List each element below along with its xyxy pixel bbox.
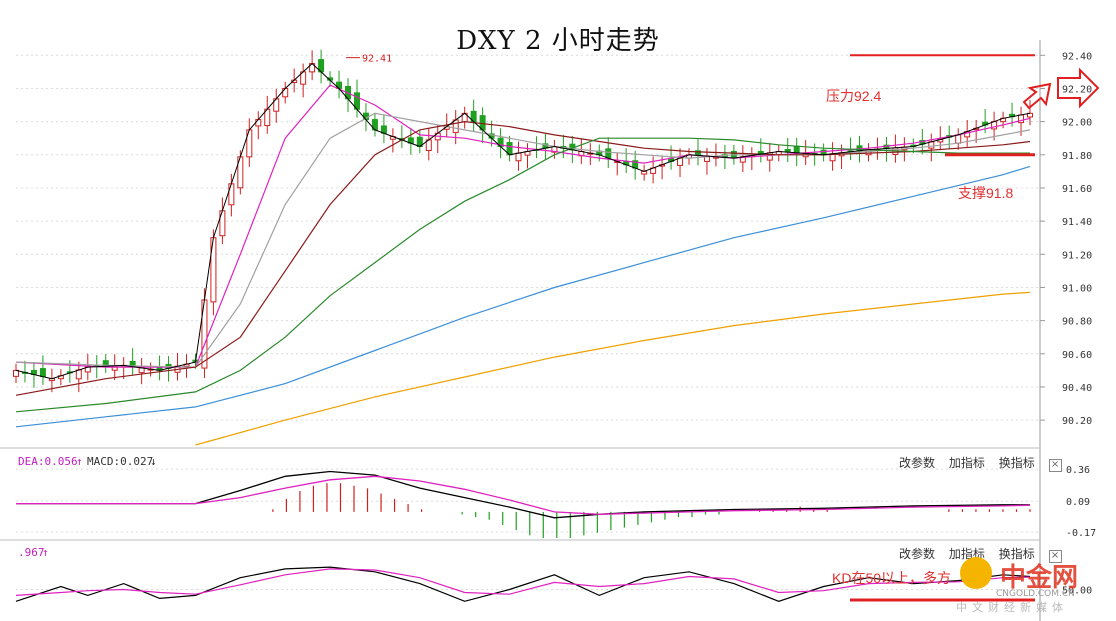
candle-body: [39, 368, 46, 378]
macd-label: MACD:0.027: [87, 455, 153, 468]
peak-label: 92.41: [362, 54, 392, 65]
macd-switch-button[interactable]: 换指标: [998, 456, 1035, 470]
y-tick-label: 90.80: [1062, 317, 1092, 328]
candle-body: [605, 148, 612, 159]
candle-body: [228, 183, 235, 206]
kd-K-line: [15, 566, 1031, 602]
macd-DEA-line: [16, 475, 1031, 515]
chart-title: DXY 2 小时走势: [456, 26, 660, 56]
candle-body: [13, 369, 19, 377]
dea-label: DEA:0.056: [18, 455, 78, 468]
y-tick-label: 92.00: [1062, 118, 1092, 129]
macd-down-icon: ↓: [150, 455, 157, 468]
y-tick-label: 92.40: [1062, 51, 1092, 62]
kd-tick-label: 50.00: [1062, 586, 1092, 597]
candle-body: [515, 152, 522, 162]
macd-close-icon[interactable]: ×: [1048, 459, 1062, 472]
kd-annotation: KD在50以上，多方: [832, 570, 952, 586]
kd-toolbar: 改参数 加指标 换指标 ×: [899, 545, 1072, 563]
kd-value-label: .967: [18, 546, 45, 559]
kd-up-icon: ↑: [42, 546, 49, 559]
cngold-logo-icon: [960, 557, 992, 589]
y-tick-label: 91.80: [1062, 151, 1092, 162]
kd-close-icon[interactable]: ×: [1048, 550, 1062, 563]
y-tick-label: 91.40: [1062, 217, 1092, 228]
macd-toolbar: 改参数 加指标 换指标 ×: [899, 454, 1072, 472]
candle-body: [282, 87, 289, 98]
watermark-slogan: 中文财经新媒体: [956, 601, 1068, 614]
candle-body: [75, 369, 82, 380]
candle-body: [255, 119, 262, 127]
candle-body: [111, 365, 118, 371]
macd-tick-label: 0.36: [1066, 465, 1090, 476]
watermark-url: CNGOLD.COM.CN: [996, 589, 1075, 599]
ma-gray-line: [15, 112, 1031, 368]
macd-tick-label: 0.09: [1066, 497, 1090, 508]
ma-brown-line: [15, 120, 1031, 396]
ma-orange-line: [195, 291, 1031, 446]
ma-pink-line: [15, 84, 1031, 368]
arrow-right-icon: [1057, 67, 1100, 109]
dea-up-icon: ↑: [76, 455, 83, 468]
candle-body: [865, 149, 872, 156]
support-annotation: 支撑91.8: [958, 185, 1014, 201]
y-tick-label: 91.60: [1062, 184, 1092, 195]
y-tick-label: 90.60: [1062, 350, 1092, 361]
y-tick-label: 91.20: [1062, 250, 1092, 261]
y-tick-label: 90.20: [1062, 416, 1092, 427]
y-tick-label: 91.00: [1062, 283, 1092, 294]
candle-body: [955, 134, 962, 144]
close-line: [15, 62, 1031, 380]
macd-DIF-line: [16, 470, 1030, 519]
macd-add-button[interactable]: 加指标: [948, 456, 985, 470]
ma-green-line: [15, 137, 1030, 413]
macd-tick-label: -0.17: [1066, 528, 1096, 539]
kd-params-button[interactable]: 改参数: [899, 547, 936, 561]
y-tick-label: 90.40: [1062, 383, 1092, 394]
kd-D-line: [15, 568, 1031, 596]
arrow-up-right-icon: [1022, 82, 1052, 110]
ma-blue-line: [15, 165, 1031, 428]
y-tick-label: 92.20: [1062, 84, 1092, 95]
watermark-brand: 中金网: [1000, 563, 1079, 593]
candle-body: [793, 145, 800, 154]
watermark-logo: 中金网 CNGOLD.COM.CN 中文财经新媒体: [956, 553, 1102, 614]
kd-switch-button[interactable]: 换指标: [998, 547, 1035, 561]
resistance-annotation: 压力92.4: [826, 88, 882, 104]
macd-params-button[interactable]: 改参数: [899, 456, 936, 470]
